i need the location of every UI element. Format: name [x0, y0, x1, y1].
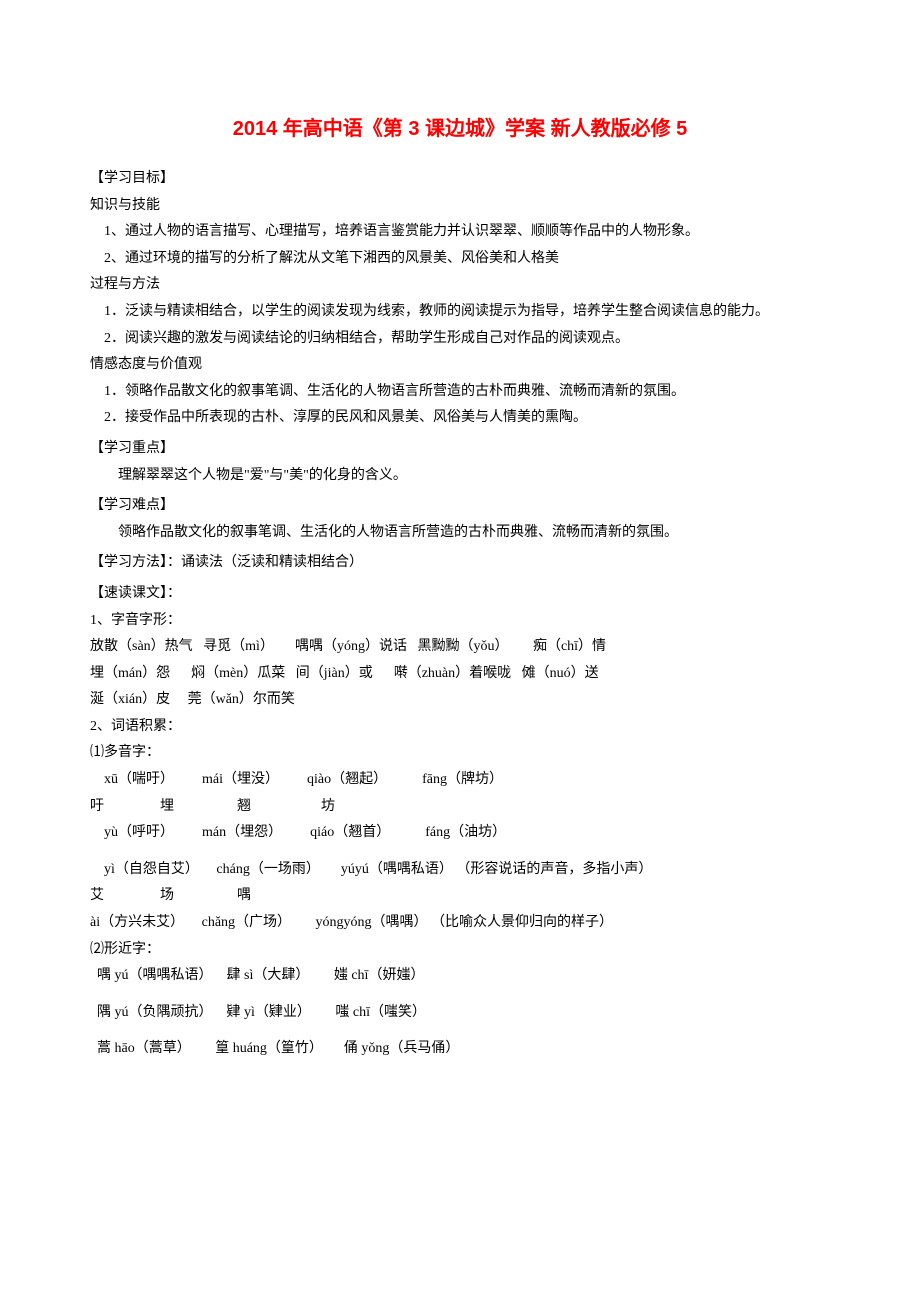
knowledge-item-1: 1、通过人物的语言描写、心理描写，培养语言鉴赏能力并认识翠翠、顺顺等作品中的人物…	[90, 219, 830, 246]
goals-heading: 【学习目标】	[90, 166, 830, 193]
process-item-1: 1．泛读与精读相结合，以学生的阅读发现为线索，教师的阅读提示为指导，培养学生整合…	[90, 299, 830, 326]
ciyu-heading: 2、词语积累：	[90, 714, 830, 741]
duoyinzi-row-2b: 艾 场 喁	[90, 883, 830, 910]
ziyin-line-1: 放散（sàn）热气 寻觅（mì） 喁喁（yóng）说话 黑黝黝（yǒu） 痴（c…	[90, 634, 830, 661]
focus-body: 理解翠翠这个人物是"爱"与"美"的化身的含义。	[90, 463, 830, 490]
speedread-heading: 【速读课文】：	[90, 581, 830, 608]
duoyinzi-row-1a: xū（喘吁） mái（埋没） qiào（翘起） fāng（牌坊）	[90, 767, 830, 794]
spacer	[90, 1026, 830, 1036]
xingjinzi-row-1: 喁 yú（喁喁私语） 肆 sì（大肆） 媸 chī（妍媸）	[90, 963, 830, 990]
process-item-2: 2．阅读兴趣的激发与阅读结论的归纳相结合，帮助学生形成自己对作品的阅读观点。	[90, 326, 830, 353]
xingjinzi-row-2: 隅 yú（负隅顽抗） 肄 yì（肄业） 嗤 chī（嗤笑）	[90, 1000, 830, 1027]
ziyin-line-2: 埋（mán）怨 焖（mèn）瓜菜 间（jiàn）或 啭（zhuàn）着喉咙 傩（…	[90, 661, 830, 688]
knowledge-item-2: 2、通过环境的描写的分析了解沈从文笔下湘西的风景美、风俗美和人格美	[90, 246, 830, 273]
method-heading: 【学习方法】：诵读法（泛读和精读相结合）	[90, 550, 830, 577]
duoyinzi-row-1c: yù（呼吁） mán（埋怨） qiáo（翘首） fáng（油坊）	[90, 820, 830, 847]
page-title: 2014 年高中语《第 3 课边城》学案 新人教版必修 5	[90, 110, 830, 148]
spacer	[90, 847, 830, 857]
difficulty-body: 领略作品散文化的叙事笔调、生活化的人物语言所营造的古朴而典雅、流畅而清新的氛围。	[90, 520, 830, 547]
emotion-heading: 情感态度与价值观	[90, 352, 830, 379]
knowledge-heading: 知识与技能	[90, 193, 830, 220]
process-heading: 过程与方法	[90, 272, 830, 299]
emotion-item-1: 1．领略作品散文化的叙事笔调、生活化的人物语言所营造的古朴而典雅、流畅而清新的氛…	[90, 379, 830, 406]
focus-heading: 【学习重点】	[90, 436, 830, 463]
difficulty-heading: 【学习难点】	[90, 493, 830, 520]
spacer	[90, 990, 830, 1000]
duoyinzi-row-1b: 吁 埋 翘 坊	[90, 794, 830, 821]
ziyin-line-3: 涎（xián）皮 莞（wǎn）尔而笑	[90, 687, 830, 714]
xingjinzi-row-3: 蒿 hāo（蒿草） 篁 huáng（篁竹） 俑 yǒng（兵马俑）	[90, 1036, 830, 1063]
emotion-item-2: 2．接受作品中所表现的古朴、淳厚的民风和风景美、风俗美与人情美的熏陶。	[90, 405, 830, 432]
duoyinzi-heading: ⑴多音字：	[90, 740, 830, 767]
duoyinzi-row-2a: yì（自怨自艾） cháng（一场雨） yúyú（喁喁私语） （形容说话的声音，…	[90, 857, 830, 884]
ziyin-heading: 1、字音字形：	[90, 608, 830, 635]
duoyinzi-row-2c: ài（方兴未艾） chǎng（广场） yóngyóng（喁喁） （比喻众人景仰归…	[90, 910, 830, 937]
xingjinzi-heading: ⑵形近字：	[90, 937, 830, 964]
